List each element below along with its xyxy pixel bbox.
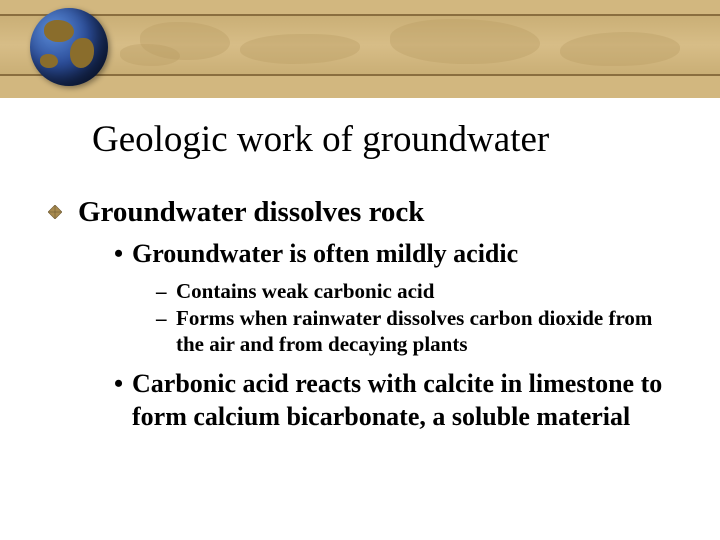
bullet-level3-a-text: Contains weak carbonic acid [176,279,434,303]
header-banner [0,0,720,98]
bullet-level2-b-text: Carbonic acid reacts with calcite in lim… [132,369,662,431]
dot-bullet-icon: • [114,239,123,269]
globe-icon [30,8,108,86]
dash-bullet-icon: – [156,278,167,304]
diamond-bullet-icon [48,205,62,219]
bullet-level1: Groundwater dissolves rock [78,196,424,229]
bullet-level3-b: – Forms when rainwater dissolves carbon … [176,305,666,358]
bullet-level3-a: – Contains weak carbonic acid [176,278,434,304]
slide-title: Geologic work of groundwater [92,118,549,161]
dot-bullet-icon: • [114,368,123,401]
bullet-level2-a-text: Groundwater is often mildly acidic [132,239,518,268]
banner-map-band [0,14,720,76]
dash-bullet-icon: – [156,305,167,331]
bullet-level2-b: • Carbonic acid reacts with calcite in l… [132,368,672,433]
bullet-level3-b-text: Forms when rainwater dissolves carbon di… [176,306,652,356]
bullet-level1-text: Groundwater dissolves rock [78,196,424,228]
bullet-level2-a: • Groundwater is often mildly acidic [132,239,518,269]
